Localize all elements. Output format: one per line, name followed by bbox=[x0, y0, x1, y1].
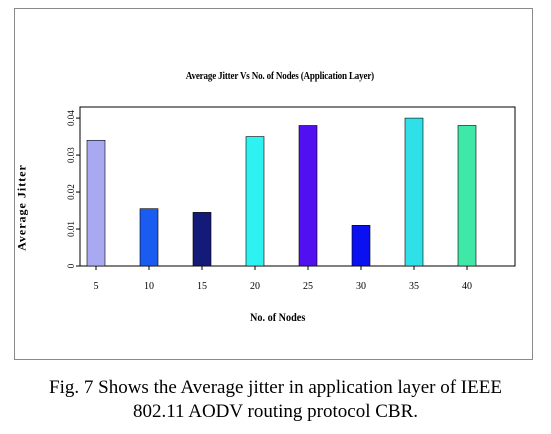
x-tick-label: 10 bbox=[144, 281, 154, 292]
x-tick-label: 5 bbox=[94, 281, 99, 292]
y-tick-label: 0.03 bbox=[66, 147, 76, 163]
bar bbox=[457, 125, 477, 267]
figure-caption: Fig. 7 Shows the Average jitter in appli… bbox=[0, 376, 551, 424]
bar bbox=[139, 208, 159, 267]
y-axis-label: Average Jitter bbox=[14, 164, 29, 251]
caption-line-2: 802.11 AODV routing protocol CBR. bbox=[132, 401, 418, 422]
y-tick-label: 0 bbox=[66, 263, 76, 268]
x-tick-label: 30 bbox=[356, 281, 366, 292]
y-tick-label: 0.02 bbox=[66, 184, 76, 200]
x-tick-label: 15 bbox=[197, 281, 207, 292]
caption-line-1: Fig. 7 Shows the Average jitter in appli… bbox=[49, 377, 502, 398]
chart-title: Average Jitter Vs No. of Nodes (Applicat… bbox=[185, 70, 375, 82]
bar bbox=[298, 125, 318, 267]
x-tick-label: 20 bbox=[250, 281, 260, 292]
x-axis-label: No. of Nodes bbox=[250, 310, 306, 324]
bar bbox=[86, 139, 106, 267]
x-tick-label: 25 bbox=[303, 281, 313, 292]
bar bbox=[351, 225, 371, 267]
y-tick-label: 0.01 bbox=[66, 221, 76, 237]
bar bbox=[245, 136, 265, 267]
x-tick-label: 40 bbox=[462, 281, 472, 292]
x-tick-label: 35 bbox=[409, 281, 419, 292]
bar bbox=[404, 117, 424, 267]
plot-area bbox=[79, 106, 516, 267]
y-tick-label: 0.04 bbox=[66, 110, 76, 126]
bar bbox=[192, 212, 212, 267]
